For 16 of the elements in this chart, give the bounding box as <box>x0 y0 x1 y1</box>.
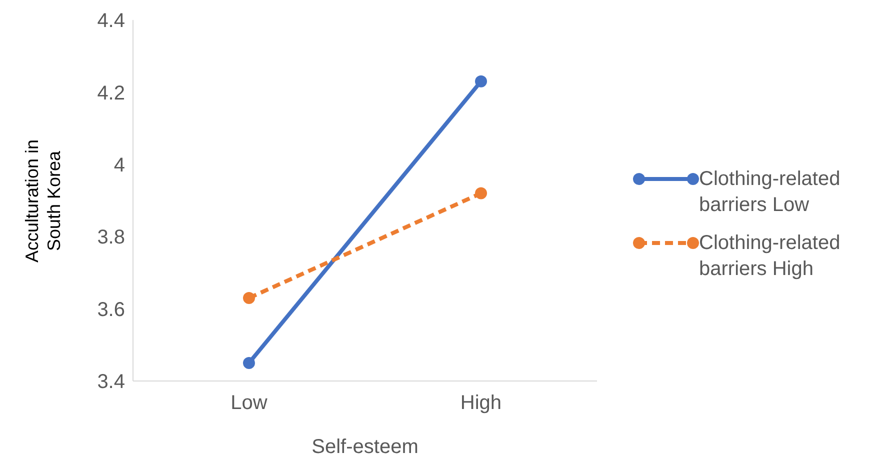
y-tick-label: 3.8 <box>97 226 125 249</box>
point <box>475 187 487 200</box>
point <box>475 75 487 88</box>
point <box>243 292 255 304</box>
x-tick-label: Low <box>230 392 268 414</box>
y-axis-title: Acculturation in South Korea <box>21 138 65 265</box>
legend-label: Clothing-related barriers Low <box>699 167 842 218</box>
x-axis-title: Self-esteem <box>312 436 418 458</box>
y-tick-label: 4 <box>114 154 125 176</box>
y-tick-label: 3.6 <box>97 298 125 321</box>
y-tick-label: 4.4 <box>97 10 125 32</box>
y-tick-label: 4.2 <box>97 82 125 104</box>
x-tick-label: High <box>460 392 502 414</box>
point <box>243 356 255 369</box>
y-tick-label: 3.4 <box>97 371 125 394</box>
legend-label: Clothing-related barriers High <box>699 231 842 282</box>
